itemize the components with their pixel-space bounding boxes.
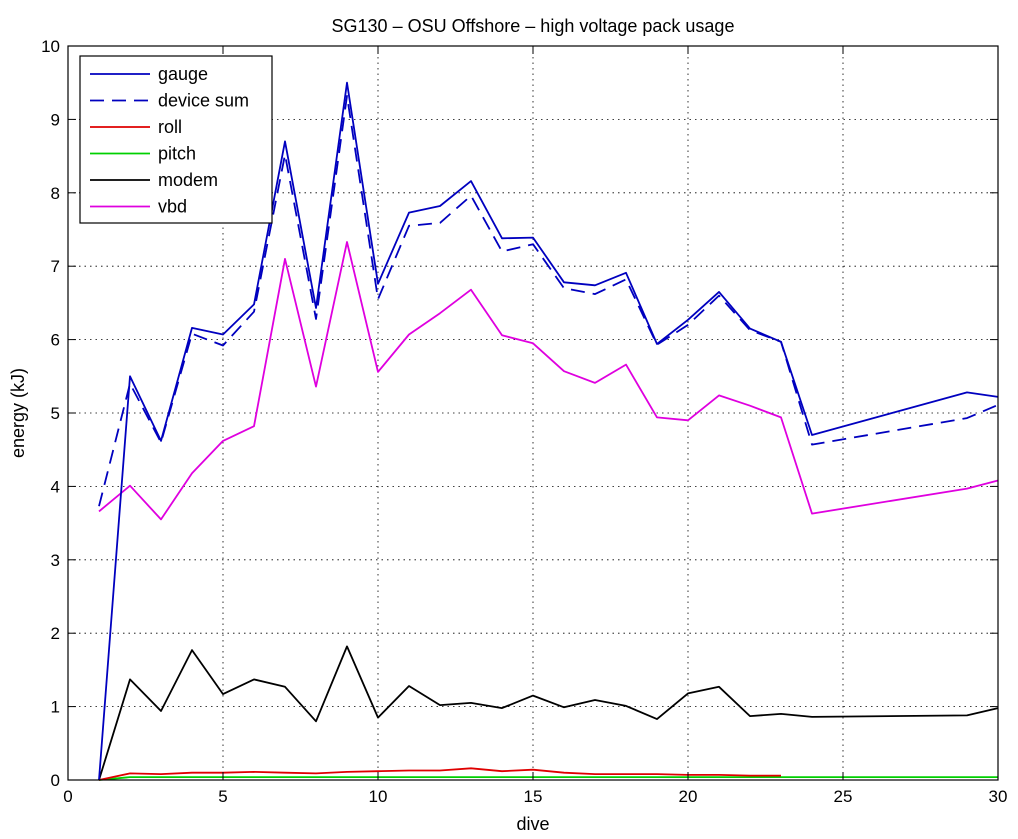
chart-title: SG130 – OSU Offshore – high voltage pack… — [332, 16, 735, 36]
legend-label: gauge — [158, 64, 208, 84]
y-tick-label: 6 — [51, 331, 60, 350]
x-tick-label: 10 — [369, 787, 388, 806]
y-tick-label: 2 — [51, 624, 60, 643]
y-tick-label: 7 — [51, 257, 60, 276]
legend: gauge device sum roll pitch modem vbd — [79, 55, 273, 224]
x-tick-label: 30 — [989, 787, 1008, 806]
y-tick-label: 5 — [51, 404, 60, 423]
y-tick-label: 3 — [51, 551, 60, 570]
y-axis-label: energy (kJ) — [8, 368, 28, 458]
legend-label: pitch — [158, 144, 196, 164]
series-line-gauge — [98, 81, 999, 781]
legend-label: device sum — [158, 91, 249, 111]
x-axis-label: dive — [516, 814, 549, 834]
series-line-roll — [98, 767, 781, 781]
axis-ticks: 0 5 10 15 20 25 30 0 1 2 3 4 5 6 7 8 9 10 — [41, 37, 1007, 806]
x-tick-label: 15 — [524, 787, 543, 806]
y-tick-label: 9 — [51, 110, 60, 129]
series-line-device-sum — [98, 95, 999, 507]
legend-label: vbd — [158, 197, 187, 217]
series-line-modem — [98, 645, 999, 781]
legend-box — [79, 55, 273, 224]
series-layer — [98, 81, 999, 781]
series-line-vbd — [98, 241, 999, 521]
legend-label: roll — [158, 117, 182, 137]
x-tick-label: 5 — [218, 787, 227, 806]
legend-label: modem — [158, 170, 218, 190]
series-line-pitch — [98, 776, 998, 781]
y-tick-label: 10 — [41, 37, 60, 56]
y-tick-label: 8 — [51, 184, 60, 203]
y-tick-label: 4 — [51, 477, 60, 496]
y-tick-label: 0 — [51, 771, 60, 790]
x-tick-label: 20 — [679, 787, 698, 806]
x-tick-label: 0 — [63, 787, 72, 806]
x-tick-label: 25 — [834, 787, 853, 806]
y-tick-label: 1 — [51, 698, 60, 717]
